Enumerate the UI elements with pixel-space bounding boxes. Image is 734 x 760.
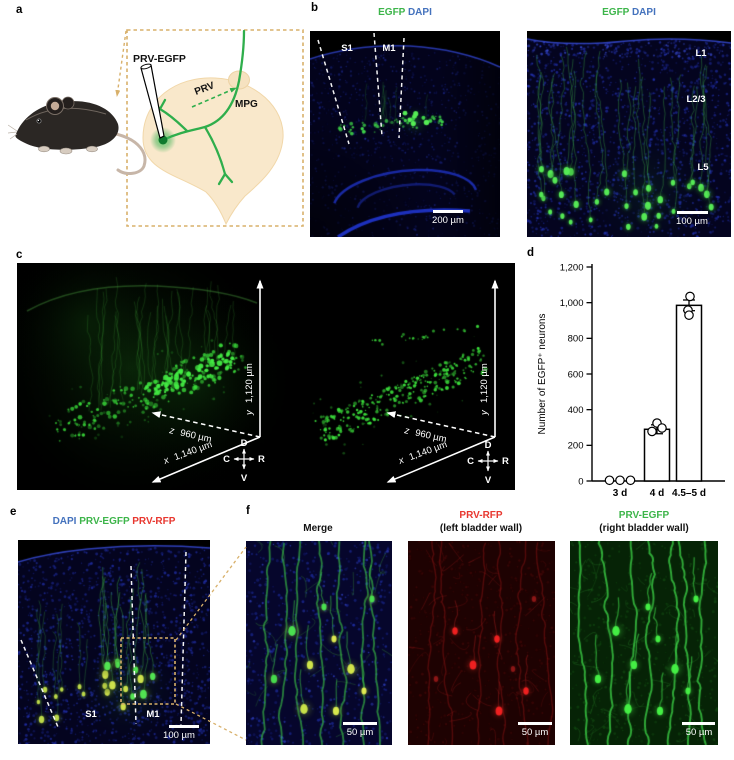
panel-b-left-title: EGFP DAPI [330, 7, 480, 18]
panel-e-label: e [10, 506, 17, 518]
mouse-whiskers [8, 124, 18, 140]
data-point [685, 291, 695, 302]
layer-label-l1: L1 [695, 48, 707, 59]
data-point [604, 475, 615, 486]
y-axis-title: Number of EGFP⁺ neurons [537, 314, 548, 435]
y-tick-label: 800 [568, 334, 584, 345]
prv-rfp-micrograph [408, 541, 555, 745]
x-tick-label: 4.5–5 d [672, 488, 706, 499]
bar [643, 428, 671, 482]
injection-site [158, 135, 168, 145]
data-point [625, 475, 636, 486]
scale-bar-label: 100 µm [676, 216, 708, 227]
region-label-s1: S1 [341, 43, 353, 54]
injection-needle [140, 64, 165, 139]
egfp-neuron-count-chart: 0 200 400 600 800 1,000 1,200 Number of EGFP⁺ n… [537, 262, 725, 499]
panel-a-label: a [16, 4, 23, 16]
mpg-ganglion [228, 70, 250, 90]
scale-bar [518, 722, 552, 725]
cortex-layers-micrograph [527, 31, 731, 237]
data-point [652, 418, 662, 428]
region-label-m1: M1 [146, 709, 160, 720]
mouse-eye-glint [37, 119, 40, 122]
mouse-foot [38, 145, 50, 153]
scale-bar [433, 210, 463, 213]
scale-bar [682, 722, 715, 725]
nerve-fibers [151, 29, 246, 186]
layer-label-l23: L2/3 [686, 94, 706, 105]
y-tick-label: 400 [568, 405, 584, 416]
needle-opening [140, 63, 152, 70]
mouse-eye [36, 118, 42, 124]
scale-bar-label: 50 µm [685, 727, 713, 738]
mouse-body [15, 101, 119, 150]
scale-bar-label: 200 µm [432, 215, 464, 226]
mouse-ear [46, 97, 64, 115]
data-point [657, 423, 667, 433]
panel-f-label: f [246, 505, 250, 517]
region-label-s1: S1 [85, 709, 97, 720]
y-tick-label: 200 [568, 441, 584, 452]
scale-bar [343, 722, 377, 725]
prv-rfp-subtitle: (left bladder wall) [439, 523, 523, 534]
dapi-title: DAPI [407, 7, 432, 18]
data-point [684, 310, 694, 320]
panel-b-right-title: EGFP DAPI [554, 7, 704, 18]
dapi-title: DAPI [52, 516, 77, 527]
schematic-zoom-box [126, 29, 304, 227]
y-tick-label: 1,200 [560, 262, 584, 273]
prv-egfp-title: PRV-EGFP [618, 510, 670, 521]
prv-egfp-micrograph [570, 541, 718, 745]
mouse-foot [86, 145, 98, 153]
merge-micrograph [246, 541, 392, 745]
egfp-title: EGFP [378, 7, 406, 18]
prv-transport-arrow [191, 87, 237, 108]
prv-label: PRV [193, 80, 216, 98]
panel-d-label: d [527, 247, 535, 259]
dapi-title: DAPI [631, 7, 656, 18]
mouse-back-highlight [25, 107, 107, 121]
data-point [647, 426, 657, 437]
injection-site-glow [150, 127, 176, 153]
scale-bar [169, 725, 199, 728]
bladder-illustration [142, 77, 284, 226]
y-tick-label: 1,000 [560, 298, 584, 309]
needle-label: PRV-EGFP [133, 53, 186, 65]
x-tick-label: 4 d [650, 488, 664, 499]
mouse-illustration [8, 96, 147, 175]
scale-bar-label: 50 µm [346, 727, 374, 738]
bar [675, 304, 703, 482]
prv-egfp-title: PRV-EGFP [79, 516, 130, 527]
scale-bar-label: 50 µm [521, 727, 549, 738]
region-label-m1: M1 [382, 43, 396, 54]
mouse-inner-ear [50, 101, 60, 111]
mouse-foot [59, 147, 73, 155]
scale-bar [677, 211, 708, 214]
merge-title: Merge [303, 523, 333, 534]
mouse-tail [114, 132, 147, 175]
prv-egfp-subtitle: (right bladder wall) [599, 523, 689, 534]
y-tick-label: 0 [578, 476, 583, 487]
injection-schematic: PRV-EGFP PRV MPG [8, 29, 304, 227]
mouse-ear-far [61, 96, 75, 110]
lightsheet-3d-micrograph [17, 263, 515, 490]
data-point [615, 475, 625, 486]
scale-bar-label: 100 µm [163, 730, 195, 741]
mpg-label: MPG [235, 99, 258, 110]
panel-b-label: b [311, 2, 319, 14]
prv-rfp-title: PRV-RFP [459, 510, 503, 521]
panel-e-title: DAPI PRV-EGFP PRV-RFP [18, 516, 210, 527]
panel-c-label: c [16, 249, 23, 261]
data-point [683, 305, 693, 315]
x-tick-label: 3 d [613, 488, 627, 499]
y-tick-label: 600 [568, 369, 584, 380]
prv-rfp-title: PRV-RFP [132, 516, 176, 527]
zoom-origin-arrow [115, 30, 127, 97]
cortex-overview-micrograph [310, 31, 500, 237]
layer-label-l5: L5 [697, 162, 709, 173]
egfp-title: EGFP [602, 7, 630, 18]
dual-label-cortex-micrograph [18, 540, 210, 744]
